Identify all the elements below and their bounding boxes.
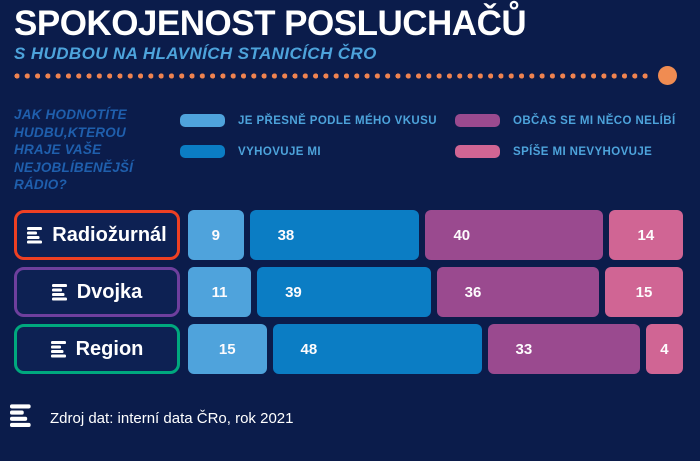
footer: Zdroj dat: interní data ČRo, rok 2021 <box>10 404 293 432</box>
cro-logo-icon <box>27 226 43 243</box>
station-row: Region 15 48 33 4 <box>14 324 683 374</box>
station-label-box: Radiožurnál <box>14 210 180 260</box>
legend-item: OBČAS SE MI NĚCO NELÍBÍ <box>455 114 676 127</box>
bar-segment: 9 <box>188 210 244 260</box>
legend-label: SPÍŠE MI NEVYHOVUJE <box>513 145 653 158</box>
legend-label: OBČAS SE MI NĚCO NELÍBÍ <box>513 114 676 127</box>
bar-segment: 33 <box>487 324 640 374</box>
station-row: Radiožurnál 9 38 40 14 <box>14 210 683 260</box>
legend-item: VYHOVUJE MI <box>180 145 455 158</box>
stacked-bar-chart: Radiožurnál 9 38 40 14 Dvojka 11 39 36 15 Region 15… <box>14 210 683 374</box>
bar-segment: 14 <box>608 210 683 260</box>
page-subtitle: S HUDBOU NA HLAVNÍCH STANICÍCH ČRO <box>14 44 377 63</box>
cro-logo-icon <box>10 404 31 427</box>
bar-segment: 15 <box>188 324 267 374</box>
station-name: Region <box>75 337 144 360</box>
station-name: Radiožurnál <box>52 223 167 246</box>
cro-logo-icon <box>50 340 66 357</box>
legend-swatch-icon <box>455 145 500 158</box>
station-label-box: Region <box>14 324 180 374</box>
bar-segment: 48 <box>272 324 482 374</box>
legend-item: SPÍŠE MI NEVYHOVUJE <box>455 145 676 158</box>
bar-segment: 15 <box>605 267 683 317</box>
legend-swatch-icon <box>180 145 225 158</box>
source-note: Zdroj dat: interní data ČRo, rok 2021 <box>50 409 294 427</box>
legend: JE PŘESNĚ PODLE MÉHO VKUSU VYHOVUJE MI OBČ… <box>180 114 676 158</box>
legend-label: VYHOVUJE MI <box>238 145 322 158</box>
page-title: SPOKOJENOST POSLUCHAČŮ <box>14 4 527 43</box>
bar-segment: 4 <box>645 324 683 374</box>
station-name: Dvojka <box>76 280 143 303</box>
cro-logo-icon <box>51 283 67 300</box>
bar-segment: 11 <box>188 267 252 317</box>
survey-question: JAK HODNOTÍTE HUDBU,KTEROU HRAJE VAŠE NE… <box>14 107 134 192</box>
cro-logo-icon <box>10 404 32 432</box>
legend-swatch-icon <box>180 114 225 127</box>
bar-segment: 38 <box>249 210 420 260</box>
bar-segment: 40 <box>425 210 603 260</box>
legend-label: JE PŘESNĚ PODLE MÉHO VKUSU <box>238 114 437 127</box>
bar-segment: 36 <box>436 267 600 317</box>
station-label-box: Dvojka <box>14 267 180 317</box>
legend-swatch-icon <box>455 114 500 127</box>
station-row: Dvojka 11 39 36 15 <box>14 267 683 317</box>
bar-track: 15 48 33 4 <box>188 324 683 374</box>
divider-end-dot-icon <box>658 66 677 85</box>
bar-track: 9 38 40 14 <box>188 210 683 260</box>
legend-item: JE PŘESNĚ PODLE MÉHO VKUSU <box>180 114 455 127</box>
bar-track: 11 39 36 15 <box>188 267 683 317</box>
bar-segment: 39 <box>257 267 431 317</box>
dotted-divider <box>14 70 652 82</box>
